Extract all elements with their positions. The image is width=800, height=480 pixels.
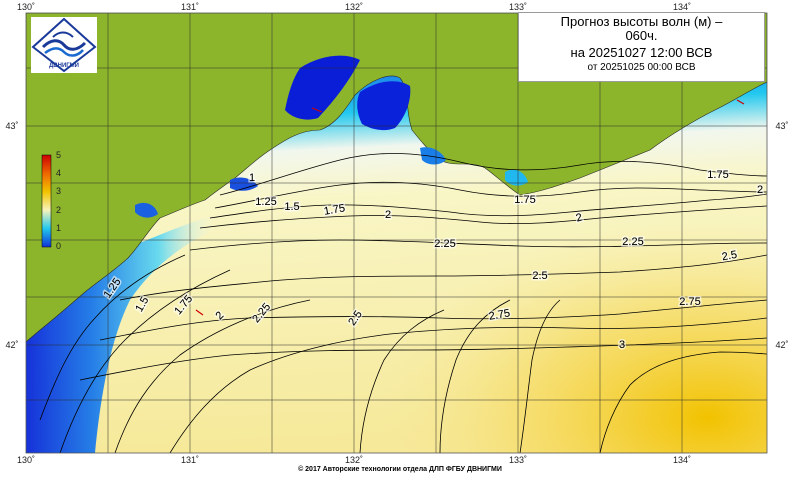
contour-label: 1 bbox=[249, 172, 255, 184]
colorbar-label: 4 bbox=[56, 168, 61, 178]
contour-label: 2.75 bbox=[679, 296, 700, 308]
colorbar-label: 2 bbox=[56, 205, 61, 215]
copyright-footer: © 2017 Авторские технологии отдела ДЛП Ф… bbox=[298, 466, 502, 473]
contour-label-halo: 2 bbox=[757, 184, 763, 196]
wave-contours bbox=[39, 153, 767, 453]
graticule bbox=[26, 13, 767, 453]
contour-label: 1.25 bbox=[255, 196, 276, 208]
logo-text: ДВНИГМИ bbox=[49, 63, 79, 69]
lon-tick-bottom: 132˚ bbox=[345, 455, 363, 465]
axis-labels: 130˚ 131˚ 132˚ 133˚ 134˚ 130˚ 131˚ 132˚ … bbox=[5, 2, 788, 465]
lat-tick-left: 43˚ bbox=[5, 121, 18, 131]
contour-label: 1.75 bbox=[514, 194, 535, 206]
lon-tick-bottom: 130˚ bbox=[17, 455, 35, 465]
contour-label-halo: 2.5 bbox=[532, 270, 547, 282]
colorbar-label: 5 bbox=[56, 150, 61, 160]
contour-label-halo: 2.25 bbox=[434, 238, 455, 250]
contour-label: 2.5 bbox=[721, 249, 738, 263]
map-frame bbox=[25, 12, 768, 454]
contour-label: 2 bbox=[575, 212, 584, 225]
contour-label: 2.25 bbox=[622, 236, 643, 248]
lon-tick-bottom: 133˚ bbox=[509, 455, 527, 465]
contour-label: 2.5 bbox=[532, 270, 547, 282]
station-marker-icon bbox=[736, 99, 745, 105]
lon-tick-top: 131˚ bbox=[181, 2, 199, 12]
contour-label-halo: 1.75 bbox=[514, 194, 535, 206]
contour-label: 1.5 bbox=[284, 201, 299, 213]
contour-label-halo: 1.5 bbox=[284, 201, 299, 213]
contour-label-halo: 1 bbox=[249, 172, 255, 184]
title-line-2: 060ч. bbox=[625, 28, 658, 43]
contour-label: 2.25 bbox=[434, 238, 455, 250]
lon-tick-top: 134˚ bbox=[673, 2, 691, 12]
wave-emblem-icon: ДВНИГМИ bbox=[31, 17, 97, 73]
contour-label: 3 bbox=[619, 339, 625, 351]
title-forecast-time: на 20251027 12:00 ВСВ bbox=[570, 45, 713, 60]
contour-label-halo: 2.25 bbox=[622, 236, 643, 248]
contour-label-halo: 2.5 bbox=[721, 249, 738, 263]
lon-tick-bottom: 131˚ bbox=[181, 455, 199, 465]
logo: ДВНИГМИ bbox=[31, 17, 97, 73]
contour-label-halo: 2 bbox=[385, 209, 391, 221]
map-area bbox=[26, 13, 767, 453]
station-marker-icon bbox=[311, 107, 323, 113]
contour-label-halo: 3 bbox=[619, 339, 625, 351]
nakhodka-bay bbox=[505, 169, 528, 186]
lon-tick-top: 132˚ bbox=[345, 2, 363, 12]
contour-label-halo: 1.75 bbox=[323, 202, 346, 218]
lon-tick-top: 133˚ bbox=[509, 2, 527, 12]
island-water bbox=[230, 177, 258, 191]
colorbar-label: 0 bbox=[56, 241, 61, 251]
colorbar-scale bbox=[41, 154, 52, 248]
lon-tick-bottom: 134˚ bbox=[673, 455, 691, 465]
colorbar-label: 1 bbox=[56, 223, 61, 233]
contour-label: 1.75 bbox=[707, 169, 728, 181]
forecast-title-box: Прогноз высоты волн (м) – 060ч. на 20251… bbox=[518, 12, 765, 82]
lat-tick-right: 42˚ bbox=[775, 340, 788, 350]
title-issue-time: от 20251025 00:00 ВСВ bbox=[587, 62, 696, 73]
small-bay bbox=[420, 147, 446, 165]
contour-label-halo: 1.75 bbox=[707, 169, 728, 181]
colorbar-label: 3 bbox=[56, 186, 61, 196]
lon-tick-top: 130˚ bbox=[17, 2, 35, 12]
title-line-1: Прогноз высоты волн (м) – bbox=[560, 14, 723, 29]
contour-label: 2 bbox=[385, 209, 391, 221]
ussuri-bay bbox=[357, 81, 411, 131]
contour-label-halo: 2.75 bbox=[679, 296, 700, 308]
amur-bay bbox=[285, 55, 360, 120]
contour-label: 2 bbox=[757, 184, 763, 196]
contour-label: 1.75 bbox=[323, 202, 346, 218]
lat-tick-right: 43˚ bbox=[775, 121, 788, 131]
contour-label: 2.75 bbox=[488, 307, 511, 323]
posyet-bay bbox=[135, 202, 158, 218]
contour-label-halo: 2.75 bbox=[488, 307, 511, 323]
station-marker-icon bbox=[195, 309, 204, 316]
contour-label-halo: 1.25 bbox=[255, 196, 276, 208]
lat-tick-left: 42˚ bbox=[5, 340, 18, 350]
colorbar: 5 4 3 2 1 0 bbox=[41, 150, 61, 251]
land-mass bbox=[26, 13, 767, 343]
